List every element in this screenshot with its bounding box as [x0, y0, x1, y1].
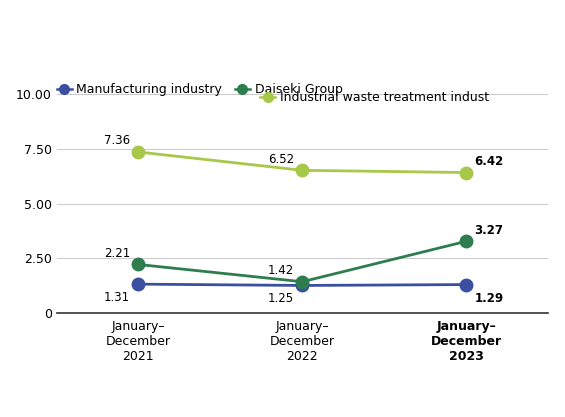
Text: 1.29: 1.29 — [474, 291, 503, 304]
Text: 6.42: 6.42 — [474, 155, 503, 168]
Text: January–
December
2022: January– December 2022 — [270, 319, 335, 363]
Legend: Industrial waste treatment indust: Industrial waste treatment indust — [260, 91, 490, 104]
Text: 2.21: 2.21 — [104, 247, 130, 260]
Text: January–
December
2023: January– December 2023 — [431, 319, 502, 363]
Text: 1.31: 1.31 — [104, 291, 130, 304]
Text: 7.36: 7.36 — [104, 134, 130, 147]
Text: 1.25: 1.25 — [268, 292, 294, 305]
Text: 6.52: 6.52 — [268, 153, 294, 166]
Text: 1.42: 1.42 — [268, 264, 294, 277]
Text: January–
December
2021: January– December 2021 — [106, 319, 171, 363]
Text: 3.27: 3.27 — [474, 224, 503, 236]
